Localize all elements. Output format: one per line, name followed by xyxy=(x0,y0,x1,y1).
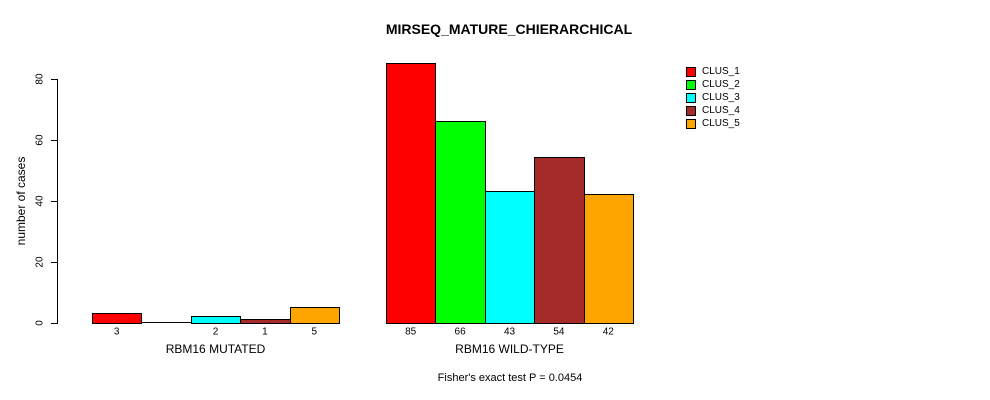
y-tick-label: 0 xyxy=(34,320,46,326)
legend-row: CLUS_2 xyxy=(686,78,740,91)
chart-title: MIRSEQ_MATURE_CHIERARCHICAL xyxy=(385,21,633,37)
legend-swatch-clus_1 xyxy=(686,66,696,77)
bar-clus_2 xyxy=(435,121,486,324)
bar-clus_2-zero xyxy=(141,322,191,323)
group-label: RBM16 MUTATED xyxy=(165,342,266,356)
legend-swatch-clus_2 xyxy=(686,79,696,90)
bar-value-label: 66 xyxy=(454,326,466,338)
y-tick-mark xyxy=(51,323,57,324)
bar-clus_5 xyxy=(290,307,340,324)
legend-row: CLUS_4 xyxy=(686,104,740,117)
legend-label: CLUS_4 xyxy=(702,105,740,116)
bar-value-label: 42 xyxy=(602,326,614,338)
annotation-text: Fisher's exact test P = 0.0454 xyxy=(437,372,583,384)
legend-swatch-clus_4 xyxy=(686,105,696,116)
legend-label: CLUS_2 xyxy=(702,79,740,90)
legend-label: CLUS_3 xyxy=(702,92,740,103)
bar-value-label: 43 xyxy=(503,326,516,338)
y-tick-mark xyxy=(51,79,57,80)
group-label: RBM16 WILD-TYPE xyxy=(455,342,564,356)
bar-value-label: 85 xyxy=(405,326,417,338)
y-tick-label: 80 xyxy=(34,73,46,85)
bar-clus_3 xyxy=(485,191,535,324)
bar-value-label: 5 xyxy=(311,326,318,338)
bar-clus_5 xyxy=(584,194,634,324)
legend-label: CLUS_1 xyxy=(702,66,740,77)
legend: CLUS_1 CLUS_2 CLUS_3 CLUS_4 CLUS_5 xyxy=(686,65,740,130)
legend-row: CLUS_3 xyxy=(686,91,740,104)
bar-clus_4 xyxy=(534,157,585,324)
legend-label: CLUS_5 xyxy=(702,118,740,129)
bar-clus_3 xyxy=(191,316,241,324)
bar-clus_1 xyxy=(92,313,142,324)
bar-value-label: 3 xyxy=(113,326,120,338)
y-axis-line xyxy=(57,79,58,324)
bar-clus_1 xyxy=(386,63,436,324)
bar-value-label: 1 xyxy=(262,326,268,338)
y-tick-label: 60 xyxy=(34,134,46,146)
y-tick-mark xyxy=(51,262,57,263)
y-tick-mark xyxy=(51,140,57,141)
y-tick-mark xyxy=(51,201,57,202)
legend-row: CLUS_5 xyxy=(686,117,740,130)
y-tick-label: 40 xyxy=(34,195,46,207)
y-tick-label: 20 xyxy=(34,256,46,268)
bar-value-label: 54 xyxy=(553,326,565,338)
legend-swatch-clus_5 xyxy=(686,118,696,129)
bar-clus_4 xyxy=(240,319,291,324)
legend-row: CLUS_1 xyxy=(686,65,740,78)
bar-value-label: 2 xyxy=(212,326,219,338)
y-axis-label: number of cases xyxy=(14,156,28,246)
legend-swatch-clus_3 xyxy=(686,92,696,103)
